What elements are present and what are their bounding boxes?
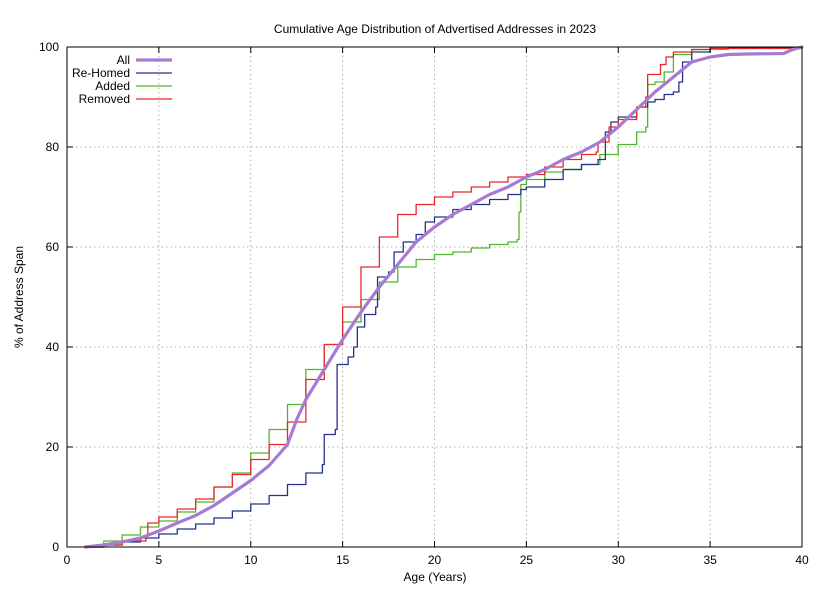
legend-label-added: Added	[95, 79, 130, 93]
legend-label-re-homed: Re-Homed	[72, 66, 130, 80]
legend-label-all: All	[117, 53, 130, 67]
y-tick-label: 0	[52, 540, 59, 554]
chart-title: Cumulative Age Distribution of Advertise…	[274, 22, 597, 36]
x-tick-label: 35	[703, 553, 717, 567]
series-line-re-homed	[84, 46, 803, 548]
x-axis-label: Age (Years)	[404, 570, 467, 584]
y-tick-label: 20	[46, 440, 60, 454]
series-line-removed	[84, 46, 803, 548]
x-tick-label: 25	[520, 553, 534, 567]
series-line-all	[83, 45, 804, 549]
y-tick-label: 40	[46, 340, 60, 354]
series-group	[83, 45, 804, 549]
legend-label-removed: Removed	[79, 92, 130, 106]
x-tick-label: 10	[244, 553, 258, 567]
x-tick-label: 20	[428, 553, 442, 567]
y-tick-label: 60	[46, 240, 60, 254]
x-tick-label: 5	[156, 553, 163, 567]
x-tick-label: 0	[64, 553, 71, 567]
grid-lines	[67, 47, 802, 547]
axis-ticks: 0 5 10 15 20 25 30 35 40 0 20 40 60 80 100	[39, 40, 809, 567]
x-tick-label: 40	[795, 553, 809, 567]
y-tick-label: 80	[46, 140, 60, 154]
x-tick-label: 15	[336, 553, 350, 567]
y-tick-label: 100	[39, 40, 59, 54]
y-axis-label: % of Address Span	[12, 246, 26, 348]
x-tick-label: 30	[612, 553, 626, 567]
